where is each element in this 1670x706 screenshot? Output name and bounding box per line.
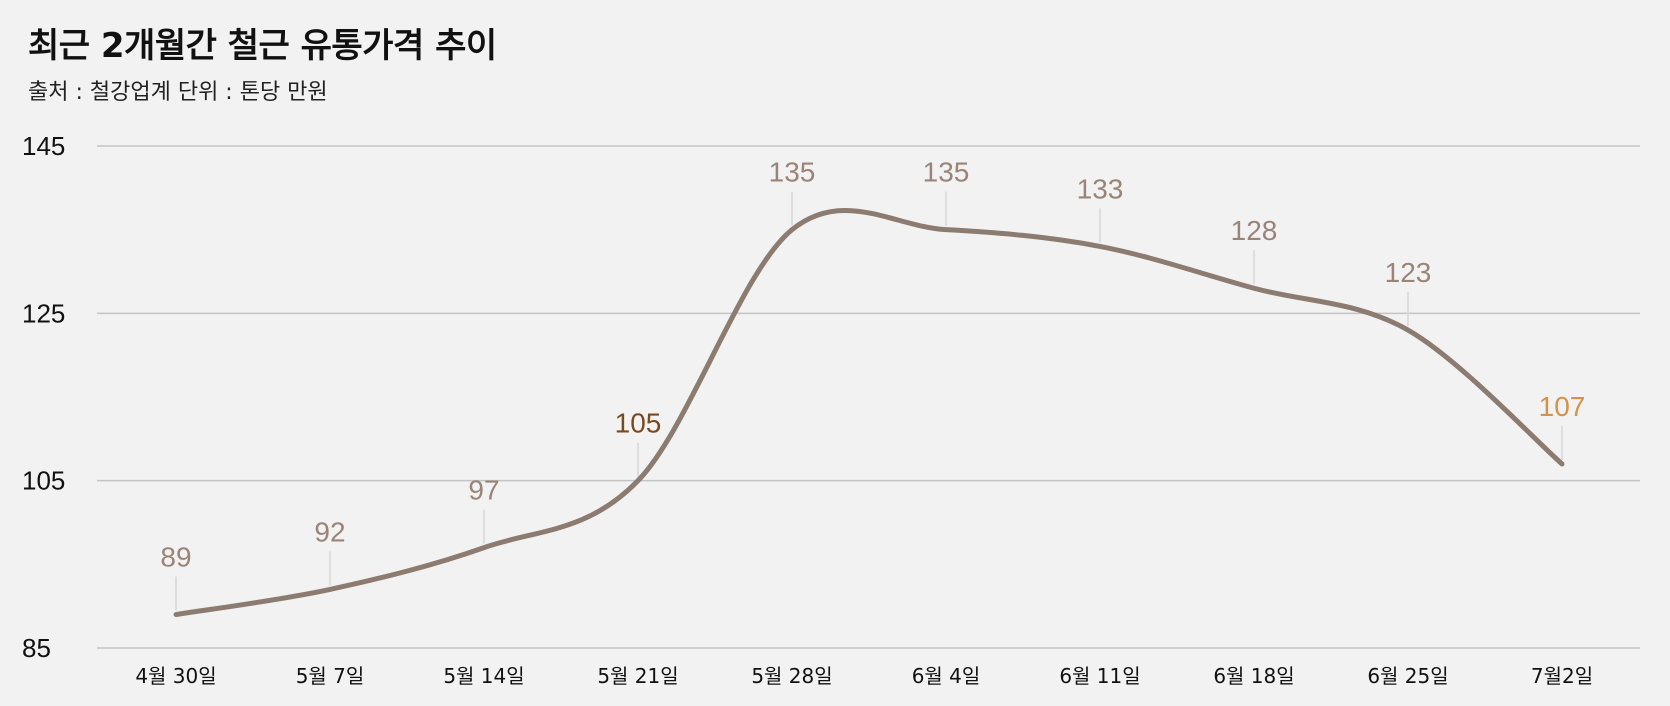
data-label: 97: [468, 475, 499, 506]
data-label: 128: [1231, 215, 1278, 246]
data-label: 135: [923, 157, 970, 188]
y-tick-label: 125: [22, 298, 65, 328]
x-tick-label: 5월 28일: [751, 664, 832, 688]
x-tick-label: 6월 11일: [1059, 664, 1140, 688]
data-label: 135: [769, 157, 816, 188]
y-tick-label: 85: [22, 633, 51, 663]
x-tick-label: 7월2일: [1531, 664, 1593, 688]
x-tick-label: 5월 7일: [296, 664, 365, 688]
x-tick-label: 6월 25일: [1367, 664, 1448, 688]
data-label: 107: [1539, 391, 1586, 422]
data-label: 89: [160, 542, 191, 573]
x-tick-label: 6월 4일: [912, 664, 981, 688]
x-tick-label: 4월 30일: [135, 664, 216, 688]
series-line: [173, 207, 1565, 618]
x-tick-label: 5월 14일: [443, 664, 524, 688]
chart-title: 최근 2개월간 철근 유통가격 추이: [28, 26, 497, 66]
data-label: 92: [314, 516, 345, 547]
y-tick-label: 105: [22, 466, 65, 496]
x-tick-label: 6월 18일: [1213, 664, 1294, 688]
data-label: 105: [615, 408, 662, 439]
data-label: 133: [1077, 173, 1124, 204]
x-tick-label: 5월 21일: [597, 664, 678, 688]
y-tick-label: 145: [22, 131, 65, 161]
chart-subtitle: 출처 : 철강업계 단위 : 톤당 만원: [28, 80, 328, 105]
data-label: 123: [1385, 257, 1432, 288]
